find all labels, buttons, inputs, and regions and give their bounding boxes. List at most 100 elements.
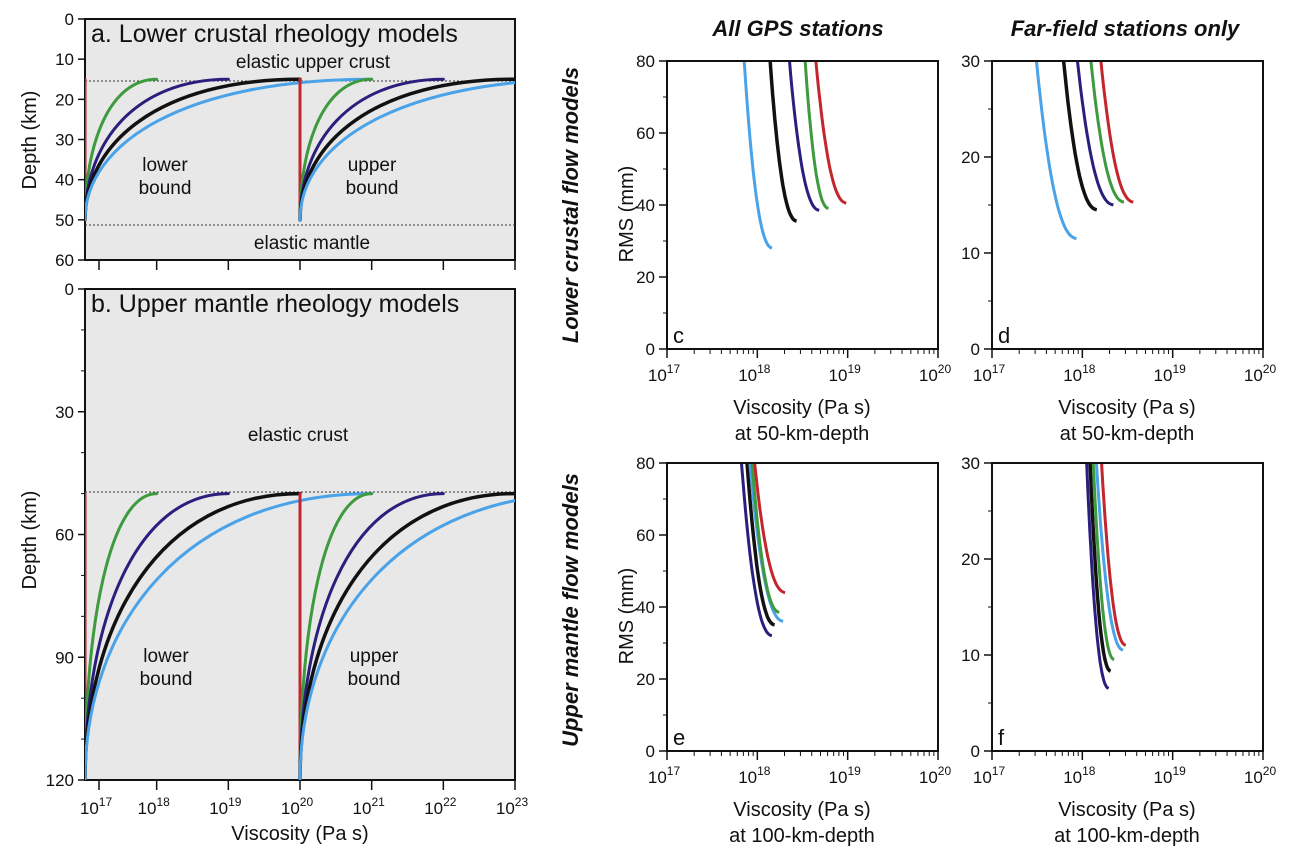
panel-a-lower-bound-line2: bound	[139, 178, 192, 199]
panel-a-label-elastic-mantle: elastic mantle	[254, 233, 370, 254]
panel-c-xtick-label: 1019	[829, 362, 862, 385]
panel-d-xlabel-line2: at 50-km-depth	[1060, 423, 1195, 445]
panel-d-xtick-label: 1018	[1063, 362, 1096, 385]
panel-a-ytick-label: 40	[55, 171, 74, 190]
row-header-lower-crustal: Lower crustal flow models	[558, 67, 583, 343]
panel-d-ytick-label: 30	[961, 52, 980, 71]
panel-e-curve-black	[745, 463, 776, 627]
panel-f-curve-navy	[1085, 463, 1110, 690]
panel-c-xtick-label: 1017	[648, 362, 681, 385]
panel-d-curve-lightblue	[1034, 61, 1077, 240]
panel-f-xtick-label: 1019	[1154, 764, 1187, 787]
panel-d-letter: d	[998, 323, 1010, 348]
panel-b-xtick-label: 1017	[80, 795, 113, 818]
panel-a-upper-bound-line1: upper	[348, 155, 397, 176]
panel-b-x-axis: 1017 1018 1019 1020 1021 1022 1023	[80, 260, 529, 818]
panel-f-xtick-label: 1018	[1063, 764, 1096, 787]
panel-e-ytick-label: 0	[646, 742, 655, 761]
panel-a-curves	[85, 77, 515, 222]
panel-c-curve-black	[768, 61, 798, 223]
panel-b-lower-bound-line1: lower	[143, 646, 189, 667]
panel-a-y-axis: 0 10 20 30 40 50 60	[55, 10, 85, 270]
panel-c-frame	[666, 60, 939, 350]
panel-d-xtick-label: 1019	[1154, 362, 1187, 385]
panel-b-label-elastic-crust: elastic crust	[248, 425, 349, 446]
panel-a-curve-5-lightblue	[85, 77, 374, 222]
panel-a-ytick-label: 20	[55, 90, 74, 109]
panel-f-ytick-label: 0	[971, 742, 980, 761]
panel-f-curve-lightblue	[1094, 463, 1124, 652]
panel-e-xtick-label: 1017	[648, 764, 681, 787]
panel-c-xtick-label: 1018	[738, 362, 771, 385]
panel-b-xtick-label: 1019	[209, 795, 242, 818]
panel-a-lower-crustal-rheology: 0 10 20 30 40 50 60 a. Lower crustal rheology …	[19, 10, 516, 270]
panel-c-ytick-label: 20	[636, 268, 655, 287]
panel-f-letter: f	[998, 725, 1005, 750]
row-header-upper-mantle: Upper mantle flow models	[558, 473, 583, 747]
panel-d-xtick-label: 1020	[1244, 362, 1277, 385]
panel-b-xtick-label: 1021	[353, 795, 386, 818]
panel-e-curve-green	[750, 463, 780, 614]
panel-c-xlabel-line2: at 50-km-depth	[735, 423, 870, 445]
panel-b-title: b. Upper mantle rheology models	[91, 290, 459, 318]
panel-b-ytick-label: 90	[55, 648, 74, 667]
panel-f-xlabel-line2: at 100-km-depth	[1054, 825, 1200, 847]
panel-b-y-axis: 0 30 60 90 120	[46, 280, 85, 790]
panel-e-xtick-label: 1020	[919, 764, 952, 787]
panel-b-lower-bound-line2: bound	[140, 669, 193, 690]
panel-e-curve-navy	[739, 463, 773, 638]
panel-c-ylabel: RMS (mm)	[616, 166, 638, 263]
panel-f-xtick-label: 1017	[973, 764, 1006, 787]
panel-e-xtick-label: 1019	[829, 764, 862, 787]
col-header-far-field: Far-field stations only	[1011, 16, 1241, 41]
panel-b-ytick-label: 120	[46, 771, 74, 790]
panel-a-curve-10-lightblue	[298, 81, 515, 222]
panel-c-ytick-label: 40	[636, 196, 655, 215]
panel-e-xtick-label: 1018	[738, 764, 771, 787]
panel-e-rms: 0 20 40 60 80 1017 1018 1019 1020 e	[636, 454, 952, 787]
panel-a-ytick-label: 30	[55, 131, 74, 150]
panel-f-curve-green	[1091, 463, 1115, 662]
panel-d-xlabel-line1: Viscosity (Pa s)	[1058, 397, 1195, 419]
panel-a-title: a. Lower crustal rheology models	[91, 20, 458, 48]
panel-b-ylabel: Depth (km)	[19, 491, 41, 590]
panel-f-frame	[991, 462, 1264, 752]
panel-d-ytick-label: 20	[961, 148, 980, 167]
panel-b-xtick-label: 1023	[496, 795, 529, 818]
panel-c-curve-lightblue	[742, 61, 773, 250]
panel-e-curve-red	[753, 463, 786, 594]
panel-f-curve-black	[1088, 463, 1112, 673]
panel-f-ytick-label: 20	[961, 550, 980, 569]
panel-e-ytick-label: 20	[636, 670, 655, 689]
panel-e-frame	[666, 462, 939, 752]
panel-d-curve-green	[1089, 61, 1125, 204]
panel-c-curve-green	[803, 61, 829, 210]
panel-d-curve-navy	[1075, 61, 1114, 207]
panel-f-ytick-label: 10	[961, 646, 980, 665]
panel-c-rms: 0 20 40 60 80 1017 1018 1019 1020 c	[636, 52, 951, 385]
panel-e-xlabel-line1: Viscosity (Pa s)	[733, 799, 870, 821]
panel-b-xtick-label: 1022	[424, 795, 457, 818]
panel-c-xlabel-line1: Viscosity (Pa s)	[733, 397, 870, 419]
panel-a-ylabel: Depth (km)	[19, 91, 41, 190]
panel-a-lower-bound-line1: lower	[142, 155, 188, 176]
panel-e-ylabel: RMS (mm)	[616, 568, 638, 665]
panel-d-frame	[991, 60, 1264, 350]
panel-d-ytick-label: 0	[971, 340, 980, 359]
panel-c-letter: c	[673, 323, 684, 348]
panel-d-ytick-label: 10	[961, 244, 980, 263]
panel-c-curve-navy	[788, 61, 820, 212]
panel-e-ytick-label: 60	[636, 526, 655, 545]
panel-a-ytick-label: 0	[65, 10, 74, 29]
panel-e-letter: e	[673, 725, 685, 750]
panel-b-ytick-label: 30	[55, 403, 74, 422]
panel-d-curve-black	[1061, 61, 1098, 212]
panel-a-upper-bound-line2: bound	[346, 178, 399, 199]
panel-b-xtick-label: 1018	[138, 795, 171, 818]
panel-c-ytick-label: 80	[636, 52, 655, 71]
panel-a-label-elastic-upper-crust: elastic upper crust	[236, 52, 391, 73]
panel-a-ytick-label: 10	[55, 50, 74, 69]
